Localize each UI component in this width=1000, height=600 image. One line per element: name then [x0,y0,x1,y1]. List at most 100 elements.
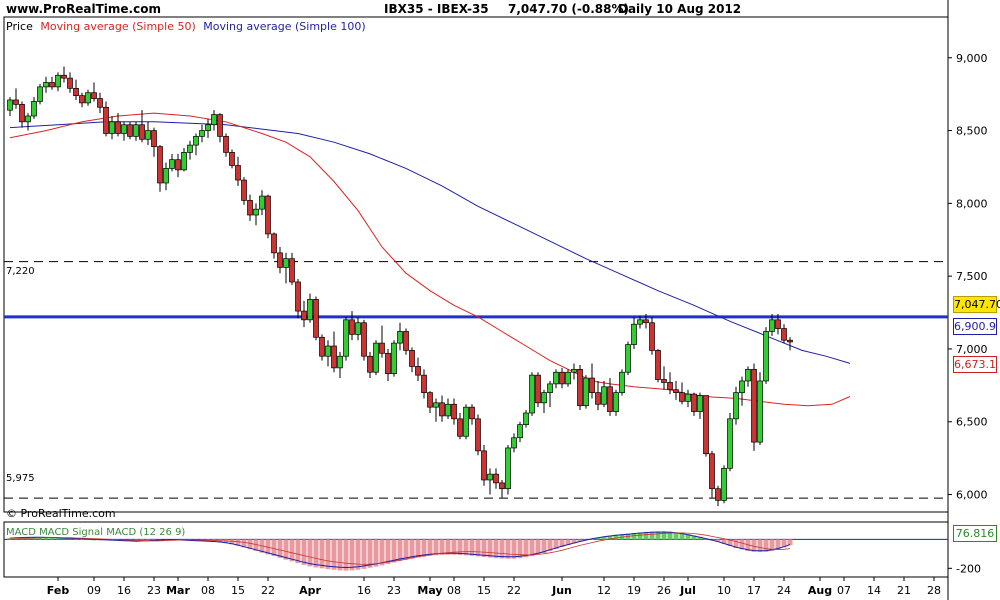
ma50-tag: 6,673.1 [953,356,997,373]
candle-body [283,258,289,268]
candle-body [727,418,733,469]
x-tick-label: 12 [597,584,611,597]
macd-bar [535,539,541,555]
macd-bar [505,539,511,559]
candle-body [385,352,391,375]
macd-bar [331,539,337,570]
candle-body [775,319,781,329]
candle-body [307,299,313,321]
candle-body [781,328,787,341]
macd-legend: MACD MACD Signal MACD (12 26 9) [6,527,186,538]
candle-body [373,342,379,373]
legend-ma100[interactable]: Moving average (Simple 100) [203,20,366,33]
candle-body [511,437,517,449]
macd-bar [559,539,565,547]
x-tick-label: 17 [747,584,761,597]
macd-bar [229,539,235,545]
candle-body [31,101,37,117]
ma100-tag: 6,900.9 [953,318,997,335]
macd-bar [787,539,793,546]
macd-bar [337,539,343,571]
macd-bar [499,539,505,559]
macd-bar [295,539,301,564]
copyright: © ProRealTime.com [6,507,116,520]
candle-body [589,377,595,393]
candle-body [445,403,451,417]
macd-bar [457,539,463,555]
candle-body [439,402,445,417]
x-tick-label: 15 [231,584,245,597]
x-tick-label: Mar [166,584,190,597]
candle-body [649,322,655,351]
candle-body [643,319,649,324]
macd-bar [601,536,607,540]
candle-body [37,86,43,102]
candle-body [403,331,409,351]
x-tick-label: 08 [201,584,215,597]
candle-body [451,403,457,420]
macd-bar [613,534,619,540]
macd-bar [511,539,517,559]
candle-body [787,339,793,343]
macd-bar [361,539,367,569]
macd-value-tag: 76.816 [953,525,997,542]
legend-ma50[interactable]: Moving average (Simple 50) [40,20,196,33]
candle-body [151,130,157,147]
x-tick-label: 23 [147,584,161,597]
candle-body [505,447,511,490]
macd-bar [775,539,781,550]
candle-body [577,368,583,407]
candle-body [517,424,523,439]
macd-bar [565,539,571,546]
legend: Price Moving average (Simple 50) Moving … [6,20,370,33]
macd-bar [529,539,535,557]
candle-body [667,382,673,391]
candle-body [769,319,775,332]
x-tick-label: 19 [627,584,641,597]
macd-signal-line [10,532,791,565]
support-level-label: 5,975 [6,473,35,484]
candle-body [229,152,235,166]
macd-bar [403,539,409,560]
x-tick-label: Apr [299,584,321,597]
x-tick-label: Jun [551,584,572,597]
candle-body [175,159,181,171]
macd-bar [685,534,691,540]
candle-body [469,406,475,420]
candle-body [613,392,619,412]
candle-body [211,114,217,126]
candle-body [259,195,265,210]
macd-bar [319,539,325,569]
macd-bar [547,539,553,551]
candle-body [349,319,355,335]
x-tick-label: Jul [679,584,696,597]
macd-bar [307,539,313,567]
candle-body [493,473,499,484]
x-tick-label: 15 [477,584,491,597]
candle-body [709,453,715,490]
macd-bar [517,539,523,559]
candle-body [547,383,553,393]
macd-bar [301,539,307,565]
macd-bar [271,539,277,557]
x-tick-label: 23 [387,584,401,597]
candle-body [115,121,121,134]
macd-bar [481,539,487,558]
macd-bar [697,537,703,540]
macd-bar [691,535,697,540]
candle-body [301,310,307,321]
candle-body [163,168,169,184]
resistance-level-label: 7,220 [6,266,35,277]
site-title[interactable]: www.ProRealTime.com [6,2,161,16]
macd-bar [451,539,457,555]
candle-body [571,368,577,373]
candle-body [85,92,91,104]
candle-body [379,342,385,354]
candle-body [217,114,223,137]
macd-bar [727,539,733,547]
candle-body [109,121,115,134]
macd-bar [763,539,769,552]
candle-body [565,371,571,385]
x-tick-label: 26 [657,584,671,597]
x-tick-label: 22 [261,584,275,597]
